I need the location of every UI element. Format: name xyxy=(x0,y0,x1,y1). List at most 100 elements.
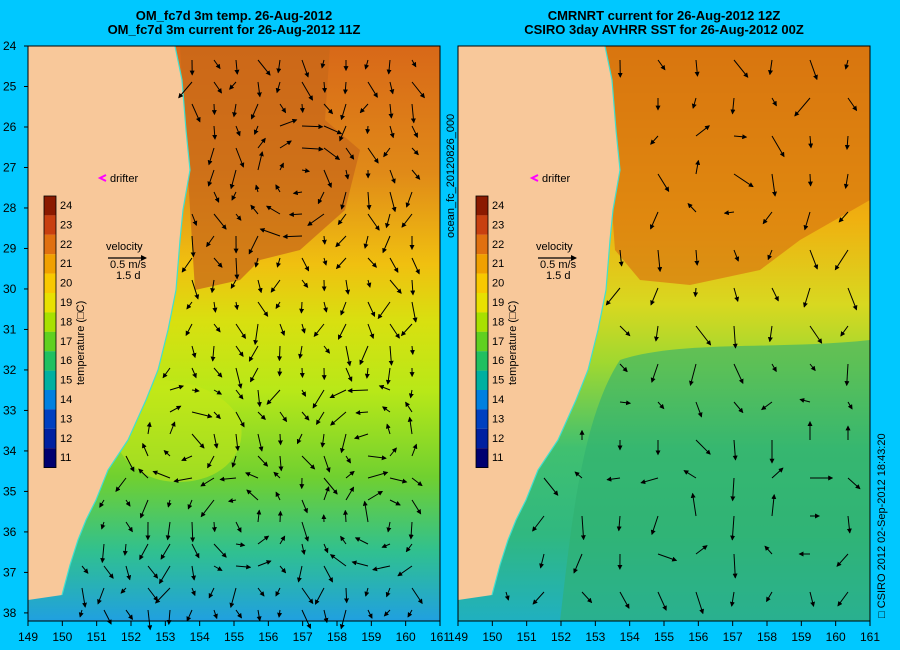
left-colorbar-tick: 18 xyxy=(60,316,72,328)
left-colorbar-swatch xyxy=(44,254,56,274)
left-current-vector xyxy=(207,169,215,187)
left-current-vector xyxy=(343,509,349,523)
y-axis-tick: 33 xyxy=(3,403,17,417)
left-drifter-marker xyxy=(97,174,107,182)
right-colorbar-swatch xyxy=(476,293,488,313)
left-title-line1: OM_fc7d 3m temp. 26-Aug-2012 xyxy=(135,8,333,23)
left-current-vector xyxy=(301,389,307,397)
right-colorbar-swatch xyxy=(476,273,488,293)
left-current-vector xyxy=(359,345,369,366)
right-current-vector xyxy=(809,59,818,81)
left-current-vector xyxy=(276,59,282,74)
right-title-line2: CSIRO 3day AVHRR SST for 26-Aug-2012 00Z xyxy=(524,22,804,37)
right-current-vector xyxy=(771,363,777,373)
right-current-vector xyxy=(687,202,697,213)
left-current-vector xyxy=(245,472,259,479)
left-map-panel xyxy=(27,45,441,631)
left-current-vector xyxy=(342,81,348,95)
left-current-vector xyxy=(407,609,413,618)
left-current-vector xyxy=(169,384,184,391)
right-current-vector xyxy=(657,173,670,193)
left-current-vector xyxy=(400,323,413,337)
left-current-vector xyxy=(367,490,384,501)
right-x-axis-tick: 160 xyxy=(826,630,846,644)
left-current-vector xyxy=(405,191,413,208)
left-current-vector xyxy=(388,103,394,119)
left-x-axis-tick: 156 xyxy=(258,630,278,644)
left-current-vector xyxy=(288,211,303,217)
left-current-vector xyxy=(259,228,281,237)
left-current-vector xyxy=(367,213,380,231)
left-current-vector xyxy=(301,587,314,605)
right-current-vector xyxy=(640,477,659,485)
left-current-vector xyxy=(279,140,292,149)
right-current-vector xyxy=(657,59,666,71)
left-current-vector xyxy=(256,509,262,523)
left-current-vector xyxy=(389,81,395,95)
right-current-vector xyxy=(695,591,705,615)
left-current-vector xyxy=(229,169,237,190)
left-current-vector xyxy=(178,81,193,99)
left-current-vector xyxy=(246,489,259,501)
left-current-vector xyxy=(211,521,217,533)
left-current-vector xyxy=(389,257,399,273)
left-current-vector xyxy=(339,433,347,454)
right-colorbar-swatch xyxy=(476,428,488,449)
left-current-vector xyxy=(314,587,325,605)
right-map-panel xyxy=(457,45,871,622)
right-current-vector xyxy=(809,325,823,344)
right-current-vector xyxy=(619,400,632,406)
left-current-vector xyxy=(219,476,237,482)
left-current-vector xyxy=(301,455,316,470)
left-coastline xyxy=(61,45,191,596)
left-current-vector xyxy=(103,609,112,625)
left-current-vector xyxy=(211,103,217,116)
left-current-vector xyxy=(186,301,193,310)
right-current-vector xyxy=(650,287,659,306)
left-current-vector xyxy=(190,521,196,543)
left-velocity-scale: 0.5 m/s xyxy=(110,259,147,271)
right-velocity-days: 1.5 d xyxy=(546,270,570,282)
left-current-vector xyxy=(345,486,355,501)
left-current-vector xyxy=(234,433,240,452)
right-colorbar-swatch xyxy=(476,370,488,390)
right-velocity-legend: velocity 0.5 m/s 1.5 d xyxy=(536,241,577,282)
left-velocity-days: 1.5 d xyxy=(116,270,140,282)
left-current-vector xyxy=(250,367,259,383)
right-warm-water-patch xyxy=(600,46,870,285)
y-axis-tick: 35 xyxy=(3,484,17,498)
left-current-vector xyxy=(256,609,262,622)
right-current-vector xyxy=(844,135,850,151)
right-current-vector xyxy=(650,363,659,383)
left-current-vector xyxy=(254,257,260,268)
left-current-vector xyxy=(340,191,347,210)
left-current-vector xyxy=(411,147,419,156)
right-current-vector xyxy=(840,325,849,337)
left-current-vector xyxy=(411,169,421,180)
left-colorbar-tick: 13 xyxy=(60,413,72,425)
right-colorbar-label: temperature (□C) xyxy=(507,301,519,385)
left-current-vector xyxy=(229,587,237,609)
left-current-vector xyxy=(363,235,369,249)
right-current-vector xyxy=(730,515,736,541)
left-current-vector xyxy=(213,433,219,449)
left-current-vector xyxy=(165,521,171,541)
right-current-vector xyxy=(837,591,849,607)
left-current-vector xyxy=(299,103,305,114)
right-current-vector xyxy=(767,325,773,343)
left-current-vector xyxy=(191,433,205,449)
right-colorbar-swatch xyxy=(476,409,488,429)
left-current-vector xyxy=(320,59,326,69)
right-colorbar-tick: 21 xyxy=(492,258,504,270)
left-current-vector xyxy=(385,587,391,598)
left-current-vector xyxy=(279,323,286,336)
left-current-vector xyxy=(365,125,371,135)
right-current-vector xyxy=(733,173,754,188)
left-current-vector xyxy=(277,367,283,377)
left-current-vector xyxy=(279,162,284,171)
left-current-vector xyxy=(367,147,379,164)
left-current-vector xyxy=(367,81,378,98)
left-current-vector xyxy=(147,609,153,631)
right-current-vector xyxy=(766,591,773,603)
right-x-axis-tick: 159 xyxy=(791,630,811,644)
